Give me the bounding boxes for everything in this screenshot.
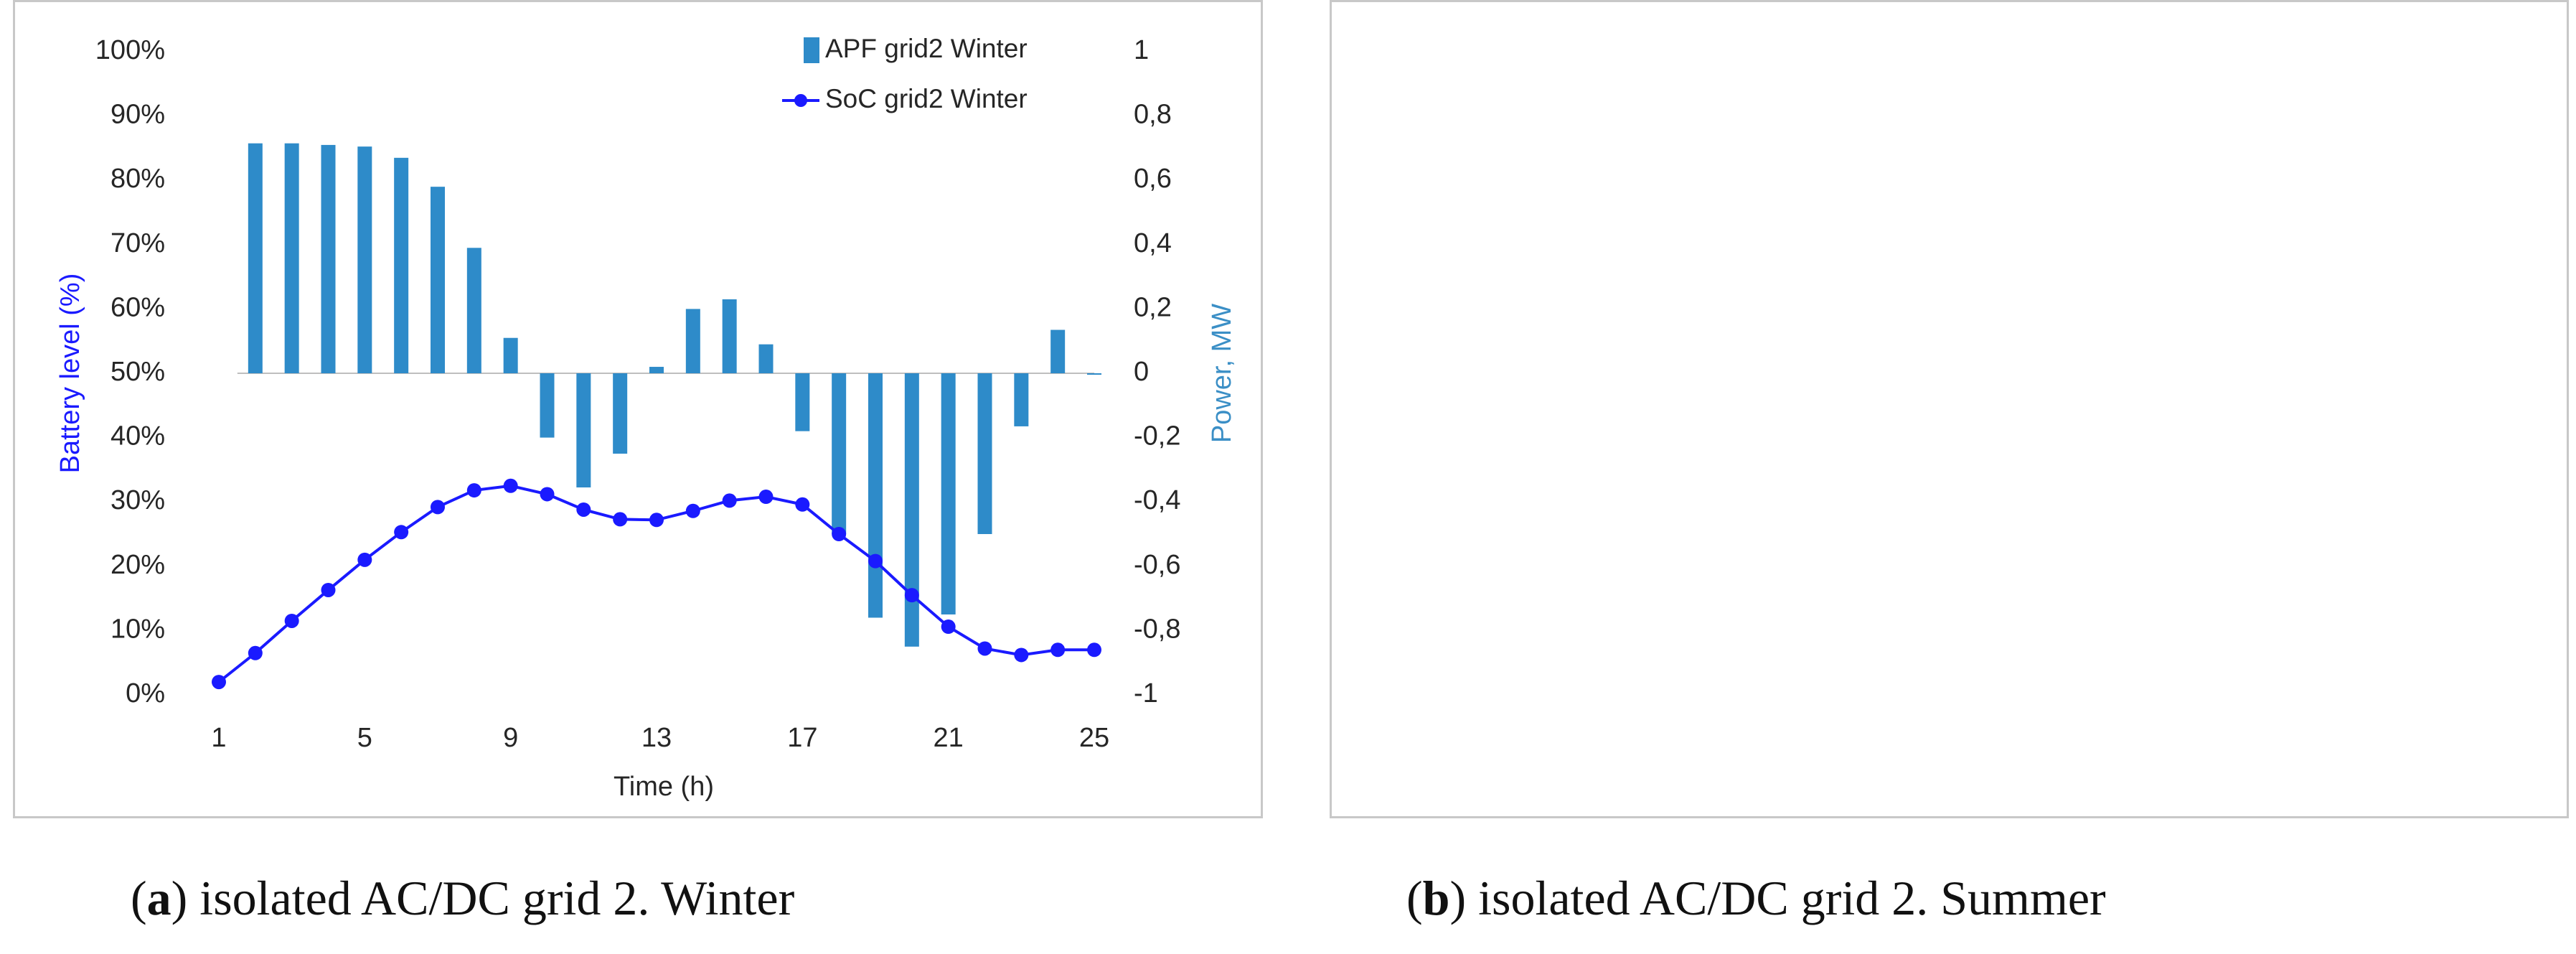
chart-a-soc-point — [1087, 642, 1101, 658]
chart-a-legend-line-marker — [794, 94, 807, 107]
chart-a-bar — [722, 299, 737, 373]
chart-a-y-right-tick-label: -0,4 — [1134, 485, 1180, 515]
chart-a-bar — [503, 337, 518, 373]
chart-a-y-left-tick-label: 90% — [111, 100, 165, 130]
chart-a-bar — [284, 143, 299, 373]
chart-a-y-left-tick-label: 60% — [111, 292, 165, 322]
chart-a-soc-point — [722, 493, 737, 508]
chart-a-bar — [321, 144, 336, 374]
chart-a-bar — [795, 373, 810, 431]
chart-a-soc-point — [649, 513, 664, 528]
chart-a-y-right-axis-title: Power, MW — [1207, 304, 1237, 443]
chart-a-legend-bar-swatch — [804, 37, 819, 63]
chart-a-soc-point — [248, 645, 263, 660]
chart-a-x-axis-title: Time (h) — [614, 772, 714, 802]
chart-a-y-left-tick-label: 50% — [111, 357, 165, 387]
chart-a-y-right-tick-label: -1 — [1134, 678, 1158, 709]
chart-a-bar — [431, 187, 445, 373]
chart-a-y-left-tick-label: 30% — [111, 485, 165, 515]
chart-a-y-left-tick-label: 100% — [95, 35, 165, 65]
chart-a-y-left-tick-label: 40% — [111, 421, 165, 452]
chart-a-y-right-tick-label: -0,8 — [1134, 614, 1180, 644]
caption-b-text: ) isolated AC/DC grid 2. Summer — [1449, 871, 2106, 925]
chart-a-x-tick-label: 1 — [211, 723, 226, 753]
chart-a-soc-point — [321, 582, 336, 597]
chart-a-y-left-tick-label: 80% — [111, 164, 165, 194]
chart-a-bar — [868, 373, 883, 618]
caption-a: (a) isolated AC/DC grid 2. Winter — [131, 871, 795, 925]
chart-a-y-right-tick-label: 0,4 — [1134, 228, 1172, 258]
chart-a-bar — [904, 373, 919, 647]
chart-a-bar — [466, 248, 481, 373]
chart-a-y-left-tick-label: 20% — [111, 550, 165, 580]
chart-a-legend-line-label: SoC grid2 Winter — [825, 84, 1028, 113]
chart-a-soc-point — [904, 588, 919, 603]
chart-a-x-tick-label: 5 — [357, 723, 372, 753]
chart-a-y-right-tick-label: 0 — [1134, 357, 1149, 387]
chart-a-bar — [1087, 373, 1101, 375]
chart-a-soc-point — [540, 487, 555, 502]
chart-a-bar — [941, 373, 956, 614]
chart-a-bar — [832, 373, 847, 534]
chart-a-soc-point — [868, 553, 883, 569]
chart-a-x-tick-label: 17 — [787, 723, 817, 753]
chart-a-y-left-tick-label: 70% — [111, 228, 165, 258]
chart-a-y-right-tick-label: -0,6 — [1134, 550, 1180, 580]
chart-a-y-right-tick-label: 0,6 — [1134, 164, 1172, 194]
chart-a-bar — [576, 373, 591, 488]
chart-a-bar — [540, 373, 555, 438]
chart-a-soc-point — [357, 552, 372, 567]
chart-a-y-right-tick-label: 1 — [1134, 35, 1149, 65]
chart-a-bar — [977, 373, 992, 534]
chart-a-bar — [394, 157, 409, 373]
chart-a-x-tick-label: 13 — [641, 723, 672, 753]
chart-a-soc-point — [795, 497, 810, 512]
chart-b-frame — [1330, 0, 2569, 818]
chart-a-soc-point — [576, 502, 591, 517]
chart-a-soc-point — [212, 675, 226, 690]
chart-a-soc-point — [394, 525, 409, 540]
chart-a-bar — [649, 367, 664, 373]
chart-a-y-left-axis-title: Battery level (%) — [55, 273, 85, 474]
chart-a-soc-point — [284, 613, 299, 628]
chart-a-soc-point — [503, 478, 518, 493]
chart-a-y-right-tick-label: -0,2 — [1134, 421, 1180, 452]
chart-a-y-right-tick-label: 0,2 — [1134, 292, 1172, 322]
chart-a-x-tick-label: 21 — [934, 723, 964, 753]
chart-a-bar — [1014, 373, 1029, 426]
chart-a-y-left-tick-label: 0% — [126, 678, 165, 709]
chart-a-bar — [758, 344, 774, 373]
caption-a-letter: a — [146, 871, 171, 925]
chart-a-y-left-tick-label: 10% — [111, 614, 165, 644]
chart-a-bar — [357, 146, 372, 373]
chart-a-soc-point — [685, 503, 700, 518]
chart-a-soc-point — [832, 527, 847, 541]
caption-b: (b) isolated AC/DC grid 2. Summer — [1406, 871, 2106, 925]
chart-a-soc-point — [431, 500, 445, 515]
chart-a-y-right-tick-label: 0,8 — [1134, 100, 1172, 130]
chart-a-bar — [685, 309, 700, 373]
chart-a-soc-point — [466, 483, 481, 498]
chart-a-bar — [1050, 329, 1066, 373]
chart-a-legend-bar-label: APF grid2 Winter — [825, 34, 1028, 63]
chart-a-soc-point — [1050, 642, 1066, 658]
chart-a-soc-point — [758, 490, 774, 505]
chart-a-soc-point — [941, 619, 956, 635]
chart-a-x-tick-label: 25 — [1079, 723, 1109, 753]
chart-a-soc-point — [1014, 647, 1029, 663]
chart-a-bar — [248, 143, 263, 373]
caption-b-letter: b — [1422, 871, 1450, 925]
chart-a-bar — [613, 373, 628, 454]
chart-a-soc-point — [613, 512, 628, 527]
chart-a-x-tick-label: 9 — [503, 723, 518, 753]
chart-a-soc-point — [977, 641, 992, 656]
caption-a-text: ) isolated AC/DC grid 2. Winter — [171, 871, 795, 925]
